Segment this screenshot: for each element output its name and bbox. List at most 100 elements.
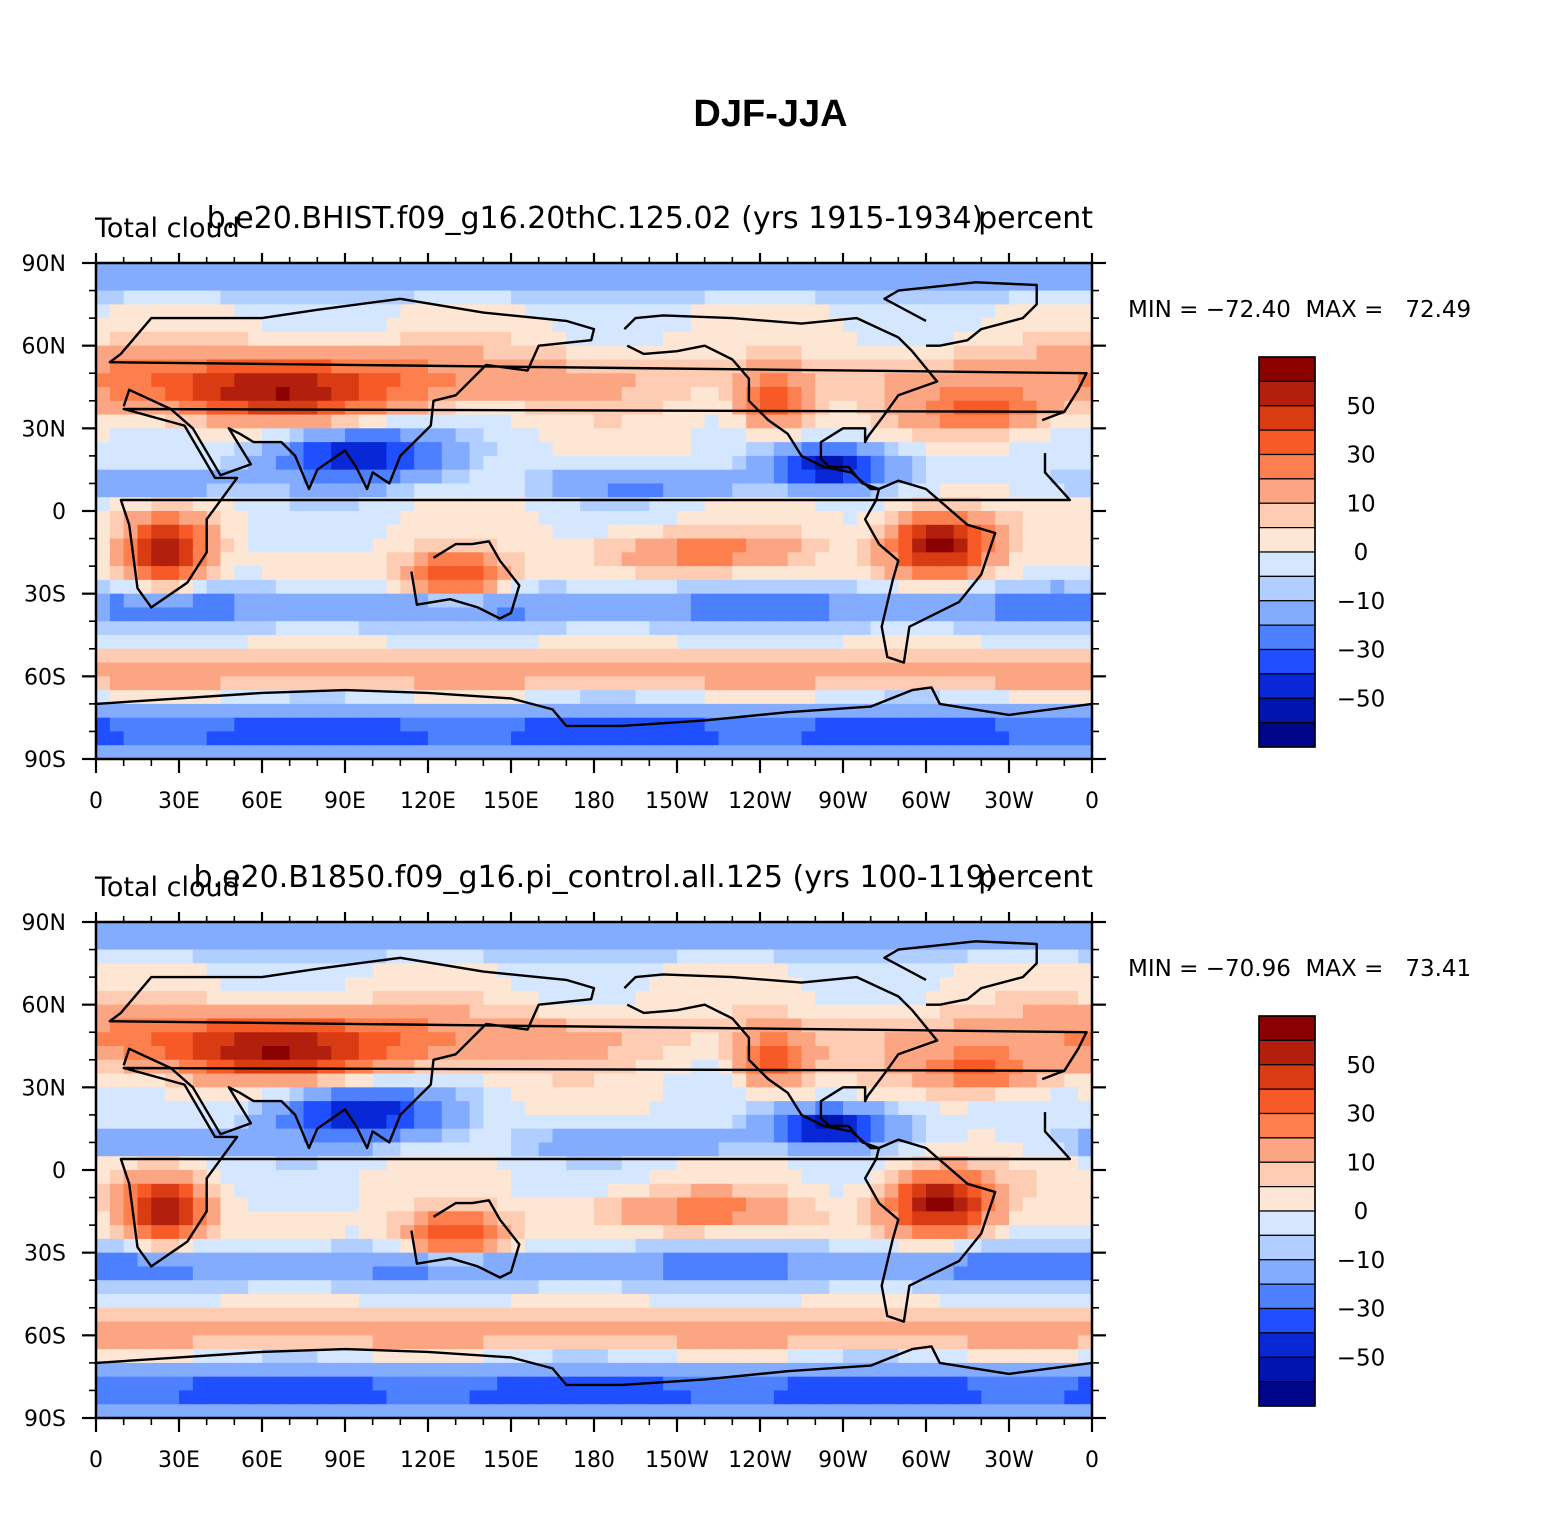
field-cell [718, 442, 733, 457]
field-cell [566, 935, 581, 951]
field-cell [109, 662, 125, 677]
field-cell [939, 1101, 955, 1116]
field-cell [760, 428, 775, 443]
field-cell [773, 717, 789, 733]
field-cell [815, 1335, 830, 1350]
field-cell [815, 1018, 830, 1033]
field-cell [787, 1004, 803, 1020]
field-cell [165, 442, 180, 457]
field-cell [289, 566, 305, 581]
field-cell [843, 1004, 858, 1020]
field-cell [870, 662, 886, 677]
field-cell [345, 635, 360, 650]
field-cell [275, 922, 291, 937]
field-cell [428, 949, 443, 964]
field-cell [303, 1046, 318, 1061]
field-cell [1036, 469, 1052, 485]
field-cell [275, 703, 291, 719]
field-cell [414, 1238, 429, 1254]
field-cell [497, 1404, 512, 1419]
field-cell [663, 731, 678, 746]
field-cell [760, 635, 775, 650]
field-cell [856, 524, 872, 540]
field-cell [220, 538, 235, 553]
field-cell [345, 1335, 360, 1350]
field-cell [179, 922, 194, 937]
field-cell [165, 607, 180, 622]
field-cell [704, 387, 720, 402]
field-cell [704, 990, 720, 1006]
field-cell [428, 1238, 443, 1254]
field-cell [151, 455, 166, 471]
field-cell [815, 717, 830, 733]
field-cell [580, 963, 595, 978]
field-cell [594, 345, 609, 361]
field-cell [303, 1170, 318, 1185]
field-cell [220, 690, 235, 705]
field-cell [248, 359, 263, 374]
field-cell [1036, 648, 1052, 664]
field-cell [787, 1046, 803, 1061]
field-cell [1078, 263, 1093, 278]
field-cell [386, 1349, 401, 1364]
field-cell [773, 1032, 789, 1047]
field-cell [704, 1390, 720, 1405]
field-cell [179, 345, 194, 361]
field-cell [109, 1335, 125, 1350]
field-cell [331, 538, 346, 553]
field-cell [248, 1362, 263, 1378]
field-cell [262, 1307, 277, 1323]
field-cell [455, 1390, 471, 1405]
field-cell [649, 1404, 664, 1419]
field-cell [635, 731, 650, 746]
field-cell [690, 731, 706, 746]
field-cell [317, 524, 332, 540]
x-tick-label: 30W [984, 789, 1034, 814]
field-cell [386, 690, 401, 705]
field-cell [884, 731, 899, 746]
field-cell [1036, 428, 1052, 443]
field-cell [234, 1266, 249, 1281]
field-cell [109, 538, 125, 553]
field-cell [386, 442, 401, 457]
field-cell [815, 331, 830, 347]
field-cell [677, 579, 692, 595]
field-cell [829, 635, 844, 650]
field-cell [801, 731, 816, 746]
field-cell [428, 1032, 443, 1047]
field-cell [400, 621, 415, 636]
field-cell [566, 373, 581, 388]
field-cell [538, 662, 554, 677]
field-cell [455, 717, 471, 733]
field-cell [870, 1004, 886, 1020]
field-cell [511, 1362, 526, 1378]
field-cell [787, 963, 803, 978]
field-cell [441, 400, 457, 416]
colorbar-label: 0 [1354, 540, 1369, 566]
field-cell [234, 483, 249, 498]
field-cell [856, 442, 872, 457]
field-cell [234, 414, 249, 429]
field-cell [317, 703, 332, 719]
field-cell [248, 1376, 263, 1392]
field-cell [386, 977, 401, 992]
field-cell [1064, 373, 1079, 388]
field-cell [732, 304, 747, 319]
field-cell [704, 1404, 720, 1419]
field-cell [870, 1059, 886, 1075]
field-cell [123, 703, 139, 719]
field-cell [137, 1238, 152, 1254]
field-cell [677, 263, 692, 278]
field-cell [566, 1059, 581, 1075]
field-cell [234, 263, 249, 278]
field-cell [469, 524, 484, 540]
field-cell [787, 1128, 803, 1144]
field-cell [248, 1114, 263, 1130]
field-cell [414, 621, 429, 636]
field-cell [538, 977, 554, 992]
field-cell [870, 1211, 886, 1226]
field-cell [843, 276, 858, 292]
field-cell [663, 662, 678, 677]
field-cell [884, 635, 899, 650]
field-cell [801, 1294, 816, 1309]
